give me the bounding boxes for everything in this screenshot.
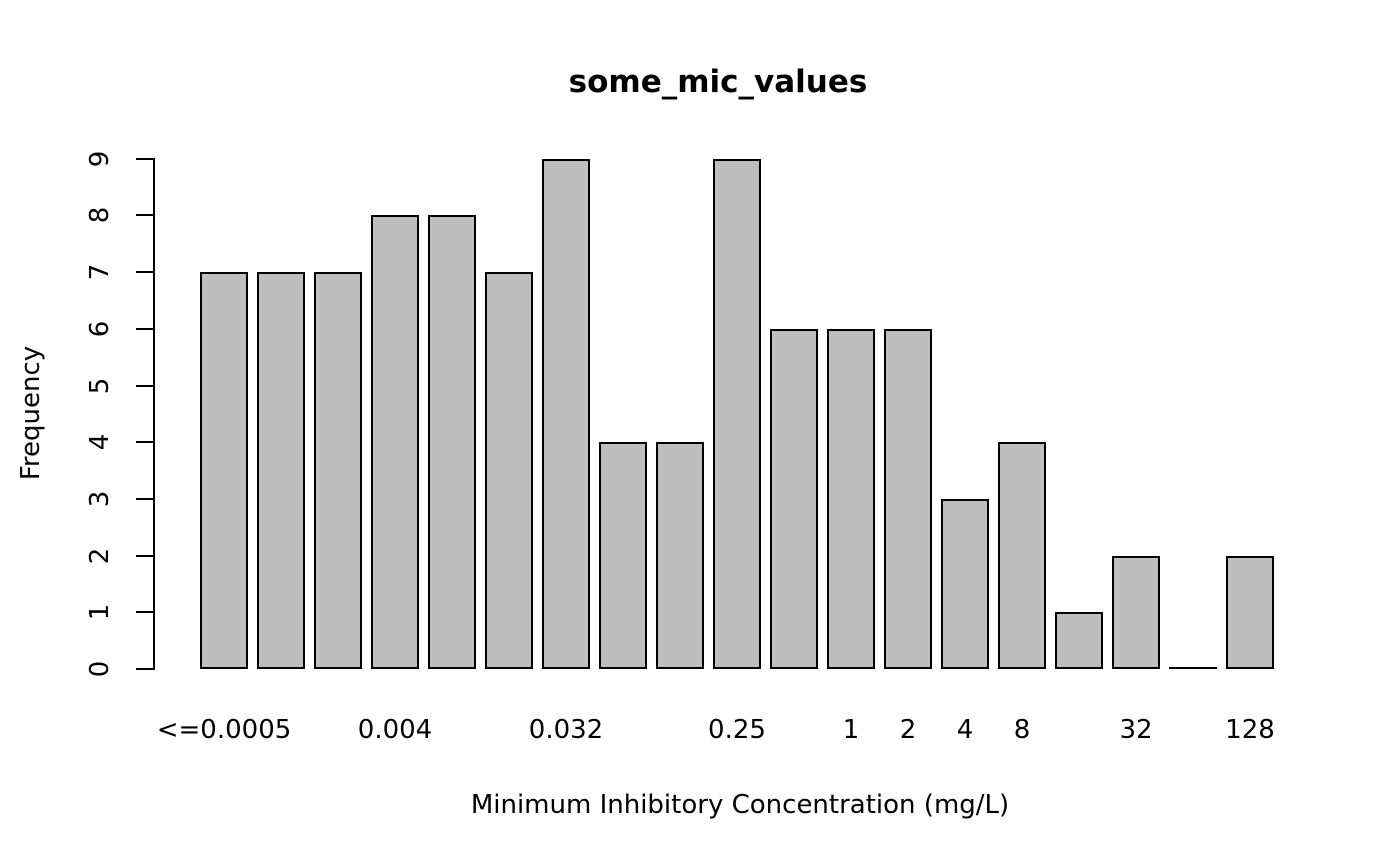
x-tick-label: 0.004 [357, 715, 433, 745]
y-tick-label: 9 [85, 150, 115, 168]
histogram-bar [257, 272, 305, 669]
histogram-bar [656, 442, 704, 669]
histogram-bar [713, 159, 761, 669]
x-tick-label: 8 [1013, 715, 1031, 745]
histogram-bar [1055, 612, 1103, 669]
y-tick [136, 271, 153, 273]
histogram-bar [542, 159, 590, 669]
histogram-bar [884, 329, 932, 669]
x-tick-label: 0.032 [528, 715, 604, 745]
y-tick-label: 6 [85, 320, 115, 338]
y-tick-label: 3 [85, 490, 115, 508]
histogram-bar [428, 215, 476, 669]
histogram-bar [1226, 556, 1274, 669]
histogram-bar [770, 329, 818, 669]
x-tick-label: <=0.0005 [156, 715, 292, 745]
histogram-bar [1112, 556, 1160, 669]
y-tick [136, 158, 153, 160]
histogram-bar-zero [1169, 667, 1217, 669]
x-axis-title: Minimum Inhibitory Concentration (mg/L) [470, 790, 1010, 820]
y-axis-line [153, 158, 155, 670]
chart-title: some_mic_values [568, 64, 868, 100]
y-tick [136, 498, 153, 500]
histogram-bar [827, 329, 875, 669]
histogram-bar [941, 499, 989, 669]
x-tick-label: 128 [1225, 715, 1275, 745]
y-tick [136, 328, 153, 330]
x-tick-label: 0.25 [708, 715, 766, 745]
histogram-bar [599, 442, 647, 669]
x-tick-label: 2 [899, 715, 917, 745]
y-tick-label: 1 [85, 603, 115, 621]
y-tick-label: 5 [85, 377, 115, 395]
y-tick [136, 668, 153, 670]
x-tick-label: 4 [956, 715, 974, 745]
y-tick-label: 8 [85, 206, 115, 224]
y-tick [136, 611, 153, 613]
y-tick [136, 555, 153, 557]
y-tick [136, 385, 153, 387]
y-tick-label: 7 [85, 263, 115, 281]
y-tick-label: 2 [85, 547, 115, 565]
y-tick [136, 214, 153, 216]
histogram-bar [314, 272, 362, 669]
y-tick-label: 4 [85, 433, 115, 451]
histogram-bar [485, 272, 533, 669]
y-tick [136, 441, 153, 443]
histogram-bar [998, 442, 1046, 669]
histogram-bar [371, 215, 419, 669]
histogram-bar [200, 272, 248, 669]
x-tick-label: 32 [1119, 715, 1153, 745]
y-tick-label: 0 [85, 660, 115, 678]
x-tick-label: 1 [842, 715, 860, 745]
